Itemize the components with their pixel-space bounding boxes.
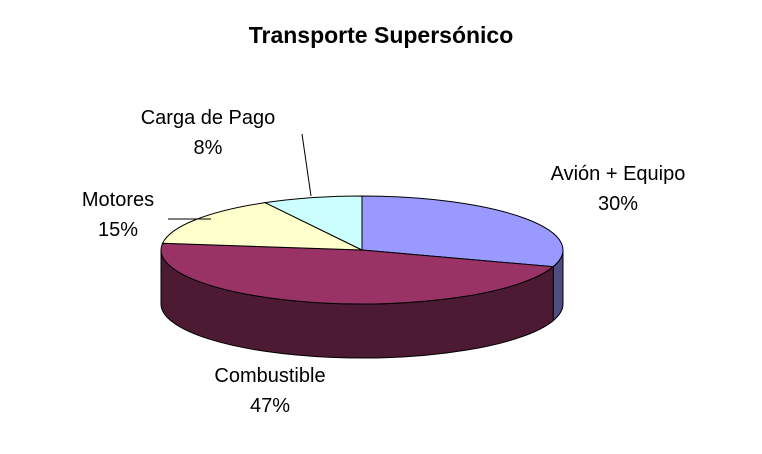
leader-line-carga-de-pago: [301, 133, 312, 197]
pie-slice-combustible: [160, 242, 555, 305]
pie-slice-motores: [161, 202, 363, 251]
pie-slice-avion-equipo: [361, 195, 564, 268]
slice-label-motores: Motores: [82, 189, 154, 211]
chart-title: Transporte Supersónico: [249, 22, 514, 48]
slice-percent-combustible: 47%: [250, 395, 290, 417]
slice-percent-carga-de-pago: 8%: [194, 137, 223, 159]
slice-label-carga-de-pago: Carga de Pago: [141, 107, 276, 129]
pie-slice-carga-de-pago: [263, 195, 363, 251]
slice-label-avion-equipo: Avión + Equipo: [551, 163, 686, 185]
labels-group: Avión + Equipo 30% Combustible 47% Motores 15…: [82, 107, 686, 417]
slice-percent-avion-equipo: 30%: [598, 193, 638, 215]
slice-percent-motores: 15%: [98, 219, 138, 241]
pie-group: [160, 195, 564, 359]
slice-label-combustible: Combustible: [214, 365, 325, 387]
